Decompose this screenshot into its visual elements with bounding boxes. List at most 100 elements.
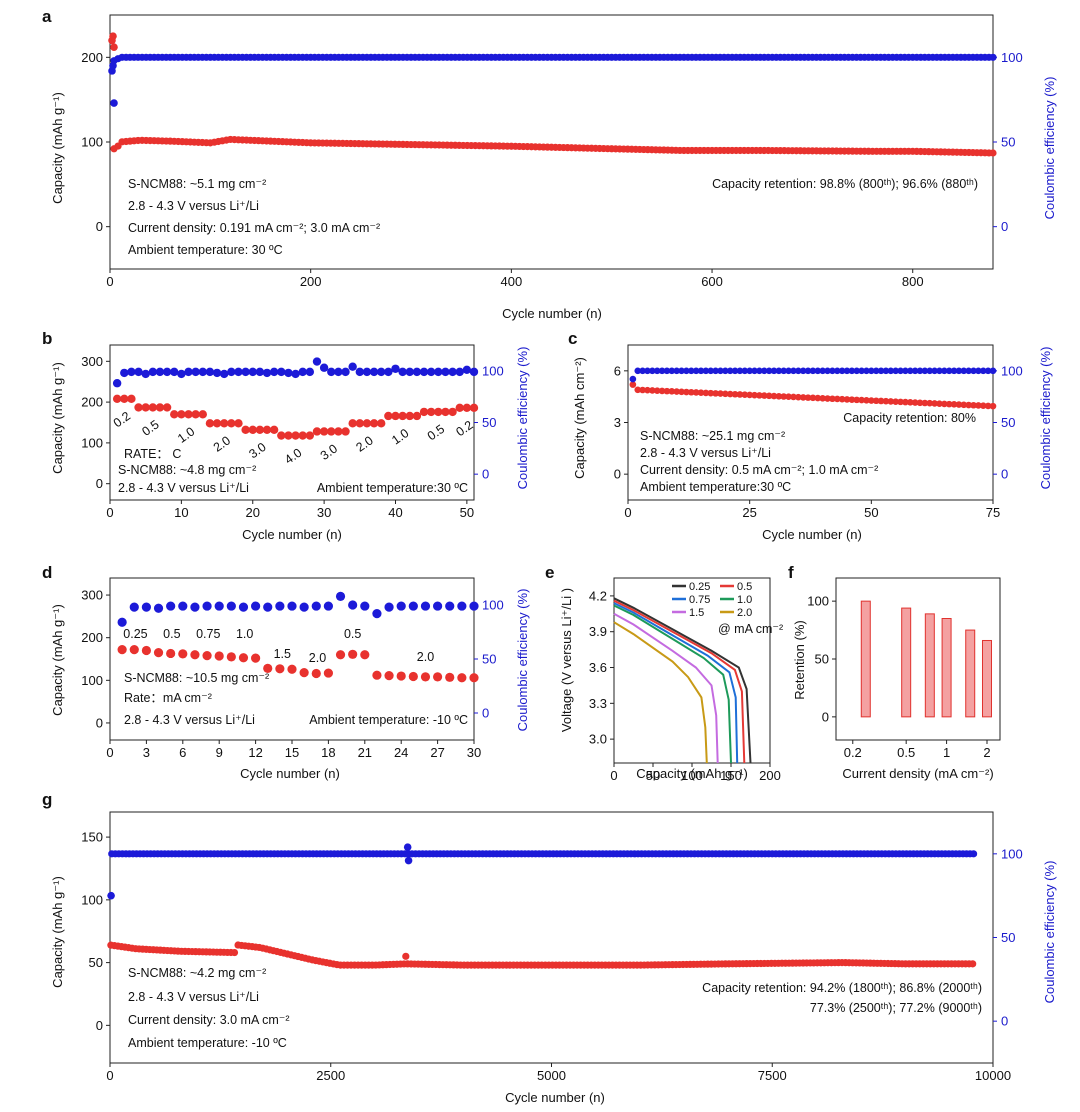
panel-c-ce-point (921, 367, 929, 375)
panel-b-capacity-point (384, 411, 393, 421)
panel-c-ce-point (819, 367, 826, 375)
panel-f-xtick-label: 0.2 (844, 745, 862, 760)
panel-c-ce-point (653, 367, 661, 375)
panel-a-capacity-point (109, 32, 117, 40)
panel-b-capacity-point (426, 407, 436, 417)
panel-c-ce-point (658, 367, 666, 375)
panel-c-capacity-point (799, 394, 807, 401)
panel-f-bar-1.0 (941, 618, 952, 718)
panel-b-capacity-point (319, 427, 329, 436)
panel-d-ce-point (299, 602, 309, 612)
panel-g-y2tick-label: 50 (1001, 930, 1015, 945)
panel-b-capacity-point (262, 425, 272, 435)
panel-c-ce-point (941, 367, 948, 375)
panel-f-xtick-label: 2 (983, 745, 990, 760)
panel-b-xtick-label: 40 (388, 505, 402, 520)
panel-c-capacity-point (989, 402, 997, 410)
panel-b-capacity-point (327, 427, 336, 436)
panel-c-capacity-point (795, 393, 802, 401)
panel-b-ylabel: Capacity (mAh g⁻¹) (50, 362, 65, 474)
panel-c-ce-point (634, 367, 642, 375)
panel-c-capacity-point (736, 391, 744, 398)
panel-b-y2label: Coulombic efficiency (%) (515, 347, 530, 490)
panel-c-capacity-point (892, 398, 899, 405)
panel-e-xtick-label: 150 (720, 768, 742, 783)
panel-d-xtick-label: 30 (467, 745, 481, 760)
panel-c-capacity-point (902, 398, 909, 406)
panel-e-xtick-label: 50 (646, 768, 660, 783)
panel-a-ytick-label: 0 (96, 219, 103, 234)
panel-d-capacity-point (372, 670, 382, 680)
panel-c-ce-point (848, 367, 856, 375)
panel-f-bar-2.0 (981, 639, 992, 718)
panel-g-xlabel: Cycle number (n) (505, 1090, 605, 1105)
panel-d-ylabel: Capacity (mAh g⁻¹) (50, 604, 65, 716)
panel-c-capacity-point (931, 400, 938, 407)
panel-c-ce-point (965, 367, 972, 375)
panel-c-y2tick-label: 50 (1001, 415, 1015, 430)
panel-c-xtick-label: 25 (742, 505, 756, 520)
panel-b-ce-point (112, 379, 122, 388)
panel-b-ce-point (298, 367, 307, 377)
panel-b-ce-point (241, 367, 250, 377)
panel-c-capacity-point (678, 388, 685, 396)
panel-c-capacity-point (658, 387, 666, 395)
panel-g-retention-2: 77.3% (2500ᵗʰ); 77.2% (9000ᵗʰ) (810, 1001, 982, 1015)
panel-f-label: f (788, 563, 794, 582)
panel-a-ce-point (989, 53, 997, 61)
panel-c-ce-point (639, 367, 646, 375)
panel-b-ce-point (412, 367, 422, 377)
panel-d-ce-point (190, 602, 200, 612)
panel-b-capacity-point (191, 410, 200, 419)
panel-c-capacity-point (673, 388, 680, 395)
panel-b-ytick-label: 0 (96, 476, 103, 491)
panel-b-rate-label: 2.0 (211, 433, 233, 454)
panel-e-legend-label: 1.5 (689, 607, 704, 619)
panel-b-ce-point (141, 369, 150, 379)
panel-c-ce-point (702, 367, 710, 375)
panel-b-xtick-label: 0 (106, 505, 113, 520)
panel-c-capacity-point (897, 398, 904, 406)
panel-b-ce-point (369, 367, 379, 377)
panel-d-ce-point (263, 602, 273, 612)
panel-c-note-3: Current density: 0.5 mA cm⁻²; 1.0 mA cm⁻… (640, 463, 878, 477)
panel-d-capacity-point (433, 672, 443, 682)
panel-c-ce-point (756, 367, 763, 375)
panel-b-capacity-point (277, 431, 286, 440)
panel-d-rate-label: 0.25 (123, 627, 147, 641)
panel-d-xtick-label: 27 (430, 745, 444, 760)
panel-c-ce-point (785, 367, 792, 375)
panel-b-ce-point (191, 367, 200, 377)
panel-c-ce-point (926, 367, 934, 375)
panel-e: e 0 50 100 150 200 3.0 3.3 3.6 3.9 4.2 0.25 0.5 0.75… (545, 563, 783, 783)
panel-b-ce-point (120, 368, 129, 378)
panel-g-ce-point (403, 843, 412, 851)
panel-d-ce-point (178, 601, 188, 611)
panel-c-ce-point (687, 367, 695, 375)
panel-g-capacity-point (402, 952, 410, 960)
panel-d-note-4: Ambient temperature: -10 ºC (309, 713, 468, 727)
panel-b-capacity-point (120, 394, 129, 404)
panel-b-capacity-point (469, 403, 479, 413)
panel-c-ce-point (809, 367, 817, 375)
panel-b-ce-point (434, 367, 443, 377)
panel-b-ce-point (441, 367, 450, 377)
panel-b-rate-label: 0.2 (111, 409, 133, 430)
panel-c-ce-point (692, 367, 700, 375)
panel-c-capacity-point (936, 400, 943, 407)
panel-d-ce-point (445, 601, 455, 611)
panel-c-ytick-label: 6 (614, 363, 621, 378)
panel-a-xtick-label: 600 (701, 274, 723, 289)
panel-d-capacity-point (360, 650, 370, 660)
panel-c-ce-point (741, 367, 749, 375)
panel-d-xtick-label: 18 (321, 745, 335, 760)
panel-f-bar-0.5 (901, 607, 912, 718)
panel-c-ce-point (683, 367, 690, 375)
panel-c-ce-point (712, 367, 719, 375)
panel-b-capacity-point (405, 411, 414, 421)
panel-b-ce-point (127, 367, 136, 377)
panel-a-y2tick-label: 50 (1001, 135, 1015, 150)
panel-b-capacity-point (355, 419, 365, 428)
panel-b-ce-point (277, 367, 286, 377)
panel-g-capacity-point (969, 960, 977, 968)
